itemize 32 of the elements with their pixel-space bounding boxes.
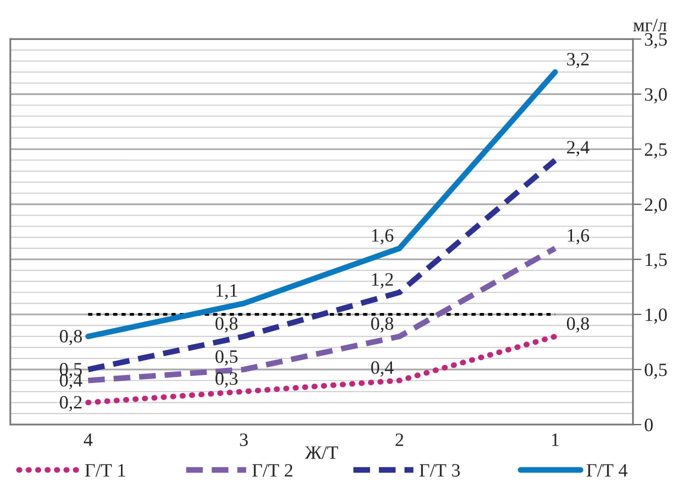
legend-label: Г/Т 3 <box>420 464 460 477</box>
y-tick-label: 1,0 <box>646 308 667 324</box>
y-tick-label: 0,5 <box>644 364 667 379</box>
data-label: 0,8 <box>566 317 589 333</box>
data-label: 0,8 <box>60 330 82 346</box>
y-tick-label: 0 <box>644 418 653 432</box>
data-label: 0,8 <box>216 317 238 333</box>
data-label: 2,4 <box>567 141 590 156</box>
y-tick-label: 3,0 <box>644 88 667 104</box>
data-label: 0,5 <box>216 350 238 366</box>
data-label: 1,6 <box>372 229 394 244</box>
x-tick-label: 3 <box>240 433 248 446</box>
y-tick-label: 2,5 <box>644 143 667 159</box>
data-label: 0,3 <box>216 372 238 388</box>
data-label: 0,8 <box>371 317 394 333</box>
legend-label: Г/Т 1 <box>85 464 126 477</box>
data-label: 3,2 <box>567 52 589 68</box>
x-tick-label: 1 <box>552 434 559 446</box>
y-axis-title: мг/л <box>633 18 667 32</box>
y-tick-label: 2,0 <box>644 198 667 214</box>
data-label: 1,1 <box>216 284 238 300</box>
data-label: 1,2 <box>372 273 393 288</box>
x-tick-label: 4 <box>84 434 93 446</box>
data-label: 0,4 <box>371 361 394 377</box>
x-axis-title: Ж/Т <box>304 446 338 459</box>
y-tick-label: 3,5 <box>644 33 667 48</box>
legend-label: Г/Т 4 <box>586 464 628 477</box>
x-tick-label: 2 <box>396 433 404 446</box>
data-label: 0,2 <box>60 396 82 412</box>
legend-label: Г/Т 2 <box>252 464 292 477</box>
data-label: 1,6 <box>568 229 590 244</box>
y-tick-label: 1,5 <box>646 253 667 269</box>
